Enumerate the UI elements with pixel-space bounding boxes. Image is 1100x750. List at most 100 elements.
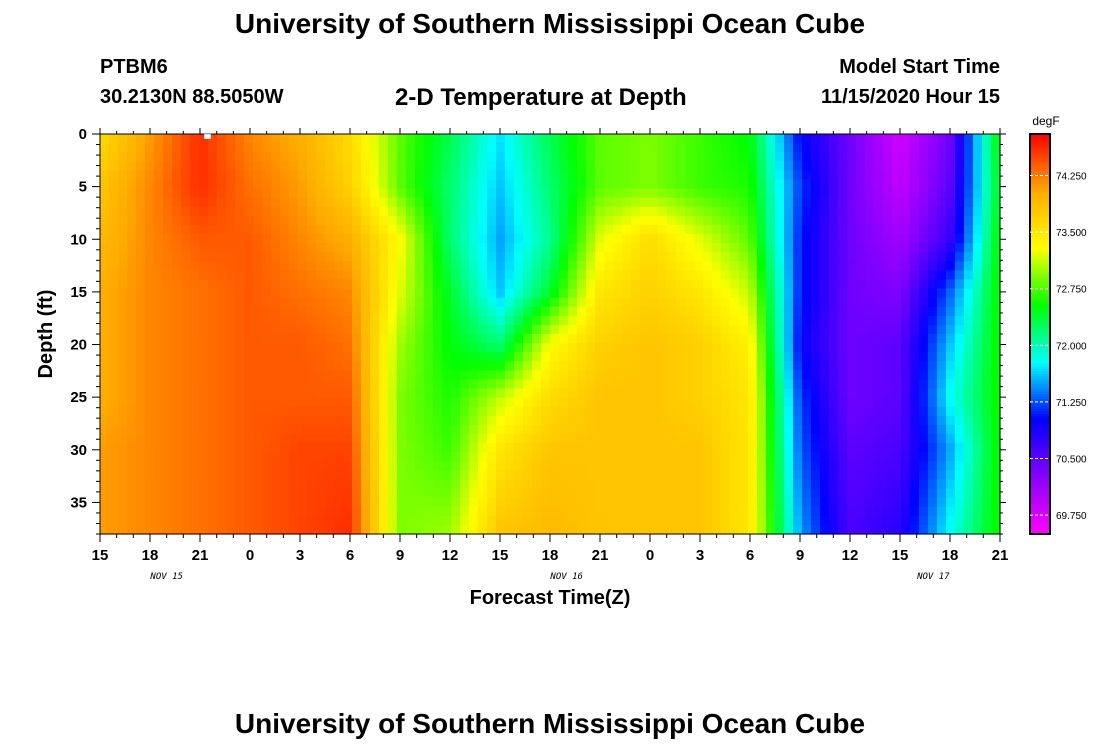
heatmap-cell (127, 324, 137, 335)
heatmap-cell (541, 315, 551, 326)
heatmap-cell (613, 352, 623, 362)
heatmap-cell (703, 143, 713, 153)
colorbar-segment (1030, 334, 1050, 338)
heatmap-cell (793, 297, 803, 308)
heatmap-cell (235, 334, 245, 344)
heatmap-cell (613, 297, 623, 308)
heatmap-cell (361, 152, 371, 162)
heatmap-cell (100, 497, 110, 508)
heatmap-cell (703, 397, 713, 408)
heatmap-cell (559, 315, 569, 326)
heatmap-cell (577, 443, 587, 453)
heatmap-cell (298, 515, 308, 526)
heatmap-cell (235, 206, 245, 217)
heatmap-cell (208, 443, 218, 453)
heatmap-cell (910, 424, 920, 435)
heatmap-cell (154, 243, 164, 253)
heatmap-cell (424, 243, 434, 253)
heatmap-cell (991, 170, 1001, 181)
heatmap-cell (631, 134, 641, 144)
heatmap-cell (667, 224, 677, 235)
heatmap-cell (118, 279, 128, 290)
heatmap-cell (892, 224, 902, 235)
heatmap-cell (937, 370, 947, 381)
heatmap-cell (244, 515, 254, 526)
heatmap-cell (217, 415, 227, 426)
heatmap-cell (676, 270, 686, 281)
heatmap-cell (613, 270, 623, 281)
heatmap-cell (883, 306, 893, 317)
heatmap-cell (604, 134, 614, 144)
heatmap-cell (325, 515, 335, 526)
heatmap-cell (271, 452, 281, 462)
heatmap-cell (406, 143, 416, 153)
heatmap-cell (982, 188, 992, 199)
heatmap-cell (865, 261, 875, 271)
heatmap-cell (955, 161, 965, 171)
heatmap-cell (289, 370, 299, 381)
heatmap-cell (478, 179, 488, 190)
heatmap-cell (811, 197, 821, 208)
heatmap-cell (793, 515, 803, 526)
heatmap-cell (505, 252, 515, 262)
heatmap-cell (802, 179, 812, 190)
heatmap-cell (145, 197, 155, 208)
heatmap-cell (181, 334, 191, 344)
heatmap-cell (694, 470, 704, 481)
heatmap-cell (838, 179, 848, 190)
heatmap-cell (388, 261, 398, 271)
heatmap-cell (181, 306, 191, 317)
heatmap-cell (577, 261, 587, 271)
heatmap-cell (901, 206, 911, 217)
heatmap-cell (568, 488, 578, 499)
heatmap-cell (145, 352, 155, 362)
heatmap-cell (721, 243, 731, 253)
heatmap-cell (217, 288, 227, 299)
heatmap-cell (766, 406, 776, 417)
heatmap-cell (829, 361, 839, 371)
heatmap-cell (748, 288, 758, 299)
heatmap-cell (424, 288, 434, 299)
heatmap-cell (928, 197, 938, 208)
heatmap-cell (460, 343, 470, 353)
heatmap-cell (640, 279, 650, 290)
heatmap-cell (469, 506, 479, 517)
heatmap-cell (973, 134, 983, 144)
heatmap-cell (244, 397, 254, 408)
heatmap-cell (901, 352, 911, 362)
heatmap-cell (613, 434, 623, 444)
heatmap-cell (874, 497, 884, 508)
heatmap-cell (829, 234, 839, 244)
heatmap-cell (460, 434, 470, 444)
heatmap-cell (631, 443, 641, 453)
heatmap-cell (172, 352, 182, 362)
heatmap-cell (316, 452, 326, 462)
heatmap-cell (910, 261, 920, 271)
heatmap-cell (883, 215, 893, 226)
heatmap-cell (622, 252, 632, 262)
heatmap-cell (433, 497, 443, 508)
heatmap-cell (820, 243, 830, 253)
heatmap-cell (496, 415, 506, 426)
heatmap-cell (379, 206, 389, 217)
heatmap-cell (928, 306, 938, 317)
heatmap-cell (199, 415, 209, 426)
heatmap-cell (766, 306, 776, 317)
heatmap-cell (469, 370, 479, 381)
heatmap-cell (649, 361, 659, 371)
heatmap-cell (955, 379, 965, 390)
heatmap-cell (217, 388, 227, 399)
heatmap-cell (955, 524, 965, 535)
colorbar-segment (1030, 394, 1050, 398)
heatmap-cell (748, 161, 758, 171)
heatmap-cell (379, 424, 389, 435)
heatmap-cell (667, 434, 677, 444)
heatmap-cell (685, 143, 695, 153)
heatmap-cell (523, 370, 533, 381)
heatmap-cell (496, 379, 506, 390)
heatmap-cell (532, 415, 542, 426)
heatmap-cell (658, 415, 668, 426)
heatmap-cell (676, 452, 686, 462)
heatmap-cell (397, 379, 407, 390)
heatmap-cell (397, 406, 407, 417)
